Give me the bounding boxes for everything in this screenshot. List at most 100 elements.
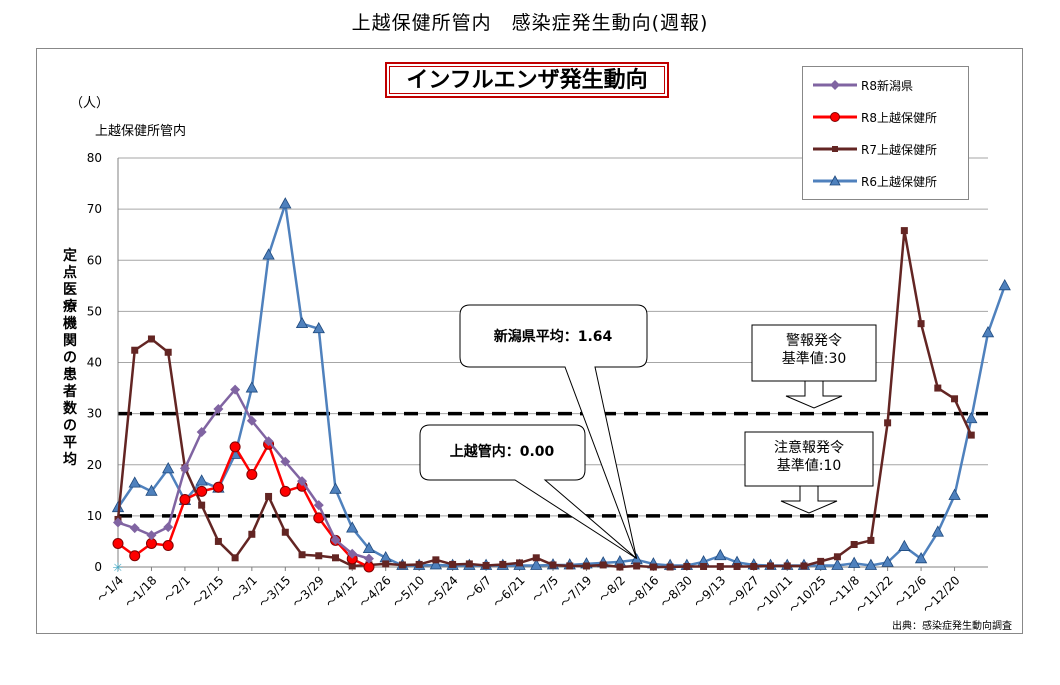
legend-marker-square-icon xyxy=(813,146,857,152)
data-point xyxy=(129,550,141,562)
data-point xyxy=(900,227,908,235)
data-point xyxy=(666,563,674,571)
chart-title-box: インフルエンザ発生動向 xyxy=(385,62,669,98)
data-point xyxy=(864,558,878,570)
x-tick-label: ～4/12 xyxy=(323,573,360,610)
data-point xyxy=(330,534,341,545)
y-tick-label: 80 xyxy=(87,151,102,165)
callout-warning-box xyxy=(751,324,877,382)
y-tick-label: 40 xyxy=(87,356,102,370)
x-tick-label: ～8/30 xyxy=(658,573,695,610)
series-line xyxy=(116,229,973,569)
data-point xyxy=(783,562,791,570)
x-tick-label: ～12/20 xyxy=(920,573,963,616)
data-point xyxy=(246,415,257,426)
data-point xyxy=(164,348,172,356)
data-point xyxy=(714,548,727,561)
data-point xyxy=(465,560,473,568)
data-point xyxy=(196,485,208,497)
data-point xyxy=(767,562,774,570)
data-point xyxy=(347,548,358,559)
data-point xyxy=(230,384,241,395)
data-point xyxy=(633,562,641,570)
data-point xyxy=(179,494,191,506)
data-point xyxy=(850,541,858,549)
callout-caution-arrow xyxy=(780,485,838,514)
data-point xyxy=(847,556,861,568)
data-point xyxy=(616,563,624,571)
data-point xyxy=(196,427,207,438)
x-tick-label: ～11/22 xyxy=(853,573,896,616)
data-point xyxy=(279,485,291,497)
x-tick-label: ～1/18 xyxy=(122,573,159,610)
data-point xyxy=(245,381,259,393)
legend: R8新潟県 R8上越保健所 R7上越保健所 R6上越保健所 xyxy=(802,66,969,200)
data-point xyxy=(998,278,1011,291)
legend-marker-diamond-icon xyxy=(813,80,857,90)
data-point xyxy=(948,488,961,500)
data-point xyxy=(914,551,928,564)
data-point xyxy=(532,554,540,562)
legend-item-r7-joetsu: R7上越保健所 xyxy=(803,139,968,159)
data-point xyxy=(298,551,306,559)
data-point xyxy=(163,522,174,533)
callout-caution-line1: 注意報発令 xyxy=(774,439,844,456)
callout-caution-line2: 基準値:10 xyxy=(777,457,842,474)
data-point xyxy=(362,541,376,553)
legend-label: R8新潟県 xyxy=(861,79,913,93)
data-point xyxy=(432,556,440,564)
data-point xyxy=(415,560,423,568)
data-point xyxy=(599,561,607,569)
series-line xyxy=(117,388,370,560)
data-point xyxy=(246,468,258,480)
region-label: 上越保健所管内 xyxy=(95,124,187,139)
legend-item-r8-joetsu: R8上越保健所 xyxy=(803,107,968,127)
data-point xyxy=(429,558,443,570)
data-point xyxy=(917,320,925,328)
data-point xyxy=(329,482,342,494)
data-point xyxy=(884,419,892,427)
data-point xyxy=(332,554,339,562)
x-tick-label: ～3/15 xyxy=(256,573,293,610)
data-point xyxy=(683,562,691,570)
data-point xyxy=(549,561,557,569)
data-point xyxy=(881,555,894,567)
data-point xyxy=(348,562,356,570)
data-point xyxy=(113,517,123,528)
data-point xyxy=(179,463,190,474)
legend-marker-triangle-icon xyxy=(813,175,857,186)
source-note: 出典：感染症発生動向調査 xyxy=(892,621,1012,632)
data-point xyxy=(750,562,758,570)
callout-caution-box xyxy=(744,431,874,487)
x-tick-label: ～4/26 xyxy=(356,573,393,610)
data-point xyxy=(800,562,808,570)
callout-joetsu xyxy=(419,424,637,560)
data-point xyxy=(951,395,959,403)
origin-marker: ✳ xyxy=(113,561,124,576)
data-point xyxy=(733,562,741,570)
data-point xyxy=(363,553,374,564)
y-tick-label: 10 xyxy=(87,509,102,523)
series-0 xyxy=(113,384,374,564)
callout-warning-arrow xyxy=(785,380,843,409)
callout-niigata-text: 新潟県平均：1.64 xyxy=(494,328,613,345)
data-point xyxy=(965,411,978,424)
unit-label: （人） xyxy=(70,96,110,111)
data-point xyxy=(382,560,390,568)
data-point xyxy=(867,536,875,544)
x-tick-label: ～6/21 xyxy=(490,573,527,610)
threshold-layer xyxy=(118,411,988,518)
data-point xyxy=(145,484,158,496)
data-point xyxy=(516,559,524,567)
data-point xyxy=(530,558,543,570)
data-point xyxy=(817,557,825,565)
callout-joetsu-text: 上越管内：0.00 xyxy=(450,443,555,460)
x-tick-label: ～9/13 xyxy=(691,573,728,610)
data-point xyxy=(129,523,140,534)
y-tick-label: 0 xyxy=(94,560,102,574)
chart-frame xyxy=(36,48,1023,634)
data-point xyxy=(146,530,157,541)
data-point xyxy=(214,537,222,545)
data-point xyxy=(248,530,256,538)
